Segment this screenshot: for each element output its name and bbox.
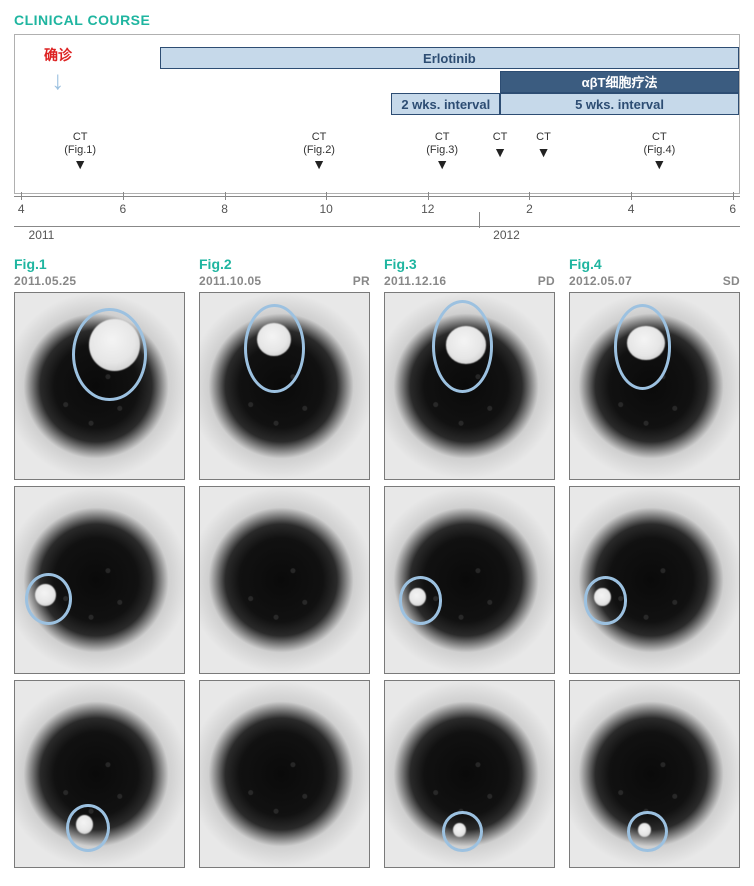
figure-date: 2011.12.16	[384, 274, 446, 288]
ct-marker-line2: (Fig.4)	[634, 144, 684, 157]
timeline-years: 2011 2012	[14, 228, 740, 248]
year-underline	[14, 226, 479, 227]
timeline-box: 确诊 ↓ ErlotinibαβT细胞疗法2 wks. interval5 wk…	[14, 34, 740, 194]
lesion-circle-icon	[584, 576, 628, 624]
ct-marker: CT(Fig.4)▼	[634, 131, 684, 172]
ct-marker: CT(Fig.3)▼	[417, 131, 467, 172]
down-arrow-icon: ▼	[519, 144, 569, 160]
ct-marker-line1: CT	[417, 131, 467, 144]
axis-tick	[733, 192, 734, 200]
ct-image	[384, 292, 555, 480]
ct-marker-line1: CT	[55, 131, 105, 144]
figure-title: Fig.1	[14, 256, 185, 272]
ct-image	[384, 680, 555, 868]
ct-image	[14, 680, 185, 868]
figure-subtitle: 2011.10.05 PR	[199, 274, 370, 288]
figure-column: Fig.4 2012.05.07 SD	[569, 256, 740, 874]
ct-marker-line2: (Fig.1)	[55, 144, 105, 157]
figure-title: Fig.4	[569, 256, 740, 272]
lesion-circle-icon	[244, 304, 305, 393]
figure-column: Fig.1 2011.05.25	[14, 256, 185, 874]
axis-tick-label: 6	[729, 202, 736, 216]
axis-tick	[225, 192, 226, 200]
lesion-circle-icon	[442, 811, 483, 852]
timeline-bar: αβT细胞疗法	[500, 71, 739, 93]
ct-image	[14, 292, 185, 480]
axis-tick	[21, 192, 22, 200]
figure-title: Fig.3	[384, 256, 555, 272]
section-title: CLINICAL COURSE	[14, 12, 740, 28]
axis-tick-label: 8	[221, 202, 228, 216]
ct-image	[14, 486, 185, 674]
lesion-circle-icon	[399, 576, 443, 624]
timeline-bar: Erlotinib	[160, 47, 739, 69]
axis-tick-label: 10	[319, 202, 332, 216]
timeline-bar: 5 wks. interval	[500, 93, 739, 115]
timeline-bar: 2 wks. interval	[391, 93, 500, 115]
ct-marker-line1: CT	[519, 131, 569, 144]
year-label: 2011	[29, 228, 55, 242]
ct-marker: CT(Fig.1)▼	[55, 131, 105, 172]
figure-subtitle: 2011.05.25	[14, 274, 185, 288]
down-arrow-icon: ▼	[55, 156, 105, 172]
down-arrow-icon: ▼	[634, 156, 684, 172]
figure-title: Fig.2	[199, 256, 370, 272]
ct-image	[569, 680, 740, 868]
figure-date: 2011.05.25	[14, 274, 76, 288]
figure-subtitle: 2011.12.16 PD	[384, 274, 555, 288]
ct-marker-line2: (Fig.2)	[294, 144, 344, 157]
ct-image	[199, 680, 370, 868]
lesion-circle-icon	[25, 573, 72, 625]
lesion-circle-icon	[614, 304, 671, 390]
lesion-circle-icon	[66, 804, 110, 852]
axis-tick	[123, 192, 124, 200]
year-split-line	[479, 212, 480, 228]
figure-column: Fig.3 2011.12.16 PD	[384, 256, 555, 874]
figure-subtitle: 2012.05.07 SD	[569, 274, 740, 288]
axis-tick	[428, 192, 429, 200]
axis-tick	[631, 192, 632, 200]
axis-tick-label: 6	[120, 202, 127, 216]
axis-tick	[326, 192, 327, 200]
figure-date: 2011.10.05	[199, 274, 261, 288]
ct-image	[569, 486, 740, 674]
axis-tick-label: 4	[18, 202, 25, 216]
figure-status: SD	[723, 274, 740, 288]
axis-tick-label: 12	[421, 202, 434, 216]
ct-image	[199, 486, 370, 674]
ct-marker-line2: (Fig.3)	[417, 144, 467, 157]
ct-marker: CT▼	[519, 131, 569, 160]
figure-date: 2012.05.07	[569, 274, 632, 288]
ct-image	[199, 292, 370, 480]
axis-tick-label: 2	[526, 202, 533, 216]
year-underline	[479, 226, 740, 227]
lesion-circle-icon	[432, 300, 493, 393]
timeline-axis: 4 6 8 10 12 2 4 6	[14, 196, 740, 226]
ct-marker-line1: CT	[294, 131, 344, 144]
figure-status: PD	[538, 274, 555, 288]
ct-marker: CT(Fig.2)▼	[294, 131, 344, 172]
figure-grid: Fig.1 2011.05.25 Fig.2 2011.10.05 PR Fig.3 201…	[14, 256, 740, 874]
figure-column: Fig.2 2011.10.05 PR	[199, 256, 370, 874]
axis-tick-label: 4	[628, 202, 635, 216]
lesion-circle-icon	[72, 308, 146, 401]
ct-image	[569, 292, 740, 480]
ct-image	[384, 486, 555, 674]
down-arrow-icon: ▼	[417, 156, 467, 172]
axis-tick	[529, 192, 530, 200]
figure-status: PR	[353, 274, 370, 288]
diagnosis-label: 确诊	[44, 45, 72, 65]
ct-marker-line1: CT	[634, 131, 684, 144]
down-arrow-icon: ▼	[294, 156, 344, 172]
year-label: 2012	[493, 228, 520, 242]
lesion-circle-icon	[627, 811, 668, 852]
diagnosis-arrow-icon: ↓	[51, 65, 64, 96]
